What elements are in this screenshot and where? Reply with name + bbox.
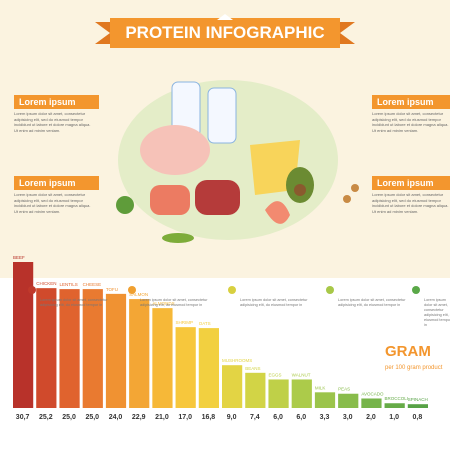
- broccoli: [116, 196, 134, 214]
- value-label: 30,7: [16, 414, 30, 421]
- chicken: [140, 125, 210, 175]
- category-label: PEAS: [338, 387, 350, 392]
- bar: [82, 289, 103, 408]
- value-label: 25,0: [85, 414, 99, 421]
- callout-heading: Lorem ipsum: [14, 176, 99, 190]
- bar: [105, 293, 127, 408]
- chart-subtitle: per 100 gram product: [385, 365, 443, 371]
- salmon: [150, 185, 190, 215]
- category-label: MILK: [315, 385, 326, 390]
- bar: [338, 393, 359, 408]
- value-label: 25,2: [39, 414, 53, 421]
- legend-dot: [28, 286, 36, 294]
- category-label: CHICKEN: [36, 281, 56, 286]
- category-label: BROCCOLI: [385, 396, 409, 401]
- milk-bottle: [207, 87, 237, 144]
- category-label: ALMONDS: [152, 301, 174, 306]
- category-label: BEEF: [13, 255, 25, 260]
- value-label: 21,0: [155, 414, 169, 421]
- callout-text: Lorem ipsum dolor sit amet, consectetur …: [14, 111, 91, 133]
- value-label: 22,9: [132, 414, 146, 421]
- bar: [152, 308, 173, 408]
- bar: [407, 404, 428, 408]
- bar: [384, 403, 405, 408]
- category-label: TOFU: [106, 287, 118, 292]
- almond: [343, 195, 351, 203]
- category-label: AVOCADO: [361, 391, 384, 396]
- bar: [13, 262, 34, 408]
- bar: [59, 289, 80, 408]
- category-label: EGGS: [268, 372, 281, 377]
- callout-text: Lorem ipsum dolor sit amet, consectetur …: [372, 111, 449, 133]
- note-text: Lorem ipsum dolor sit amet, consectetur …: [40, 298, 108, 307]
- bar-chart: GRAM per 100 gram product BEEF 30,7 CHICKEN 2…: [13, 255, 443, 421]
- category-label: WALNUT: [292, 372, 311, 377]
- category-label: SHRIMP: [176, 320, 194, 325]
- value-label: 3,0: [343, 414, 353, 421]
- chart-title: GRAM: [385, 343, 431, 360]
- steak: [195, 180, 240, 215]
- legend-dot: [412, 286, 420, 294]
- bar: [291, 379, 312, 408]
- value-label: 1,0: [389, 414, 399, 421]
- category-label: OATS: [199, 321, 211, 326]
- note-text: Lorem ipsum dolor sit amet, consectetur …: [240, 298, 308, 307]
- legend-dot: [128, 286, 136, 294]
- value-label: 24,0: [109, 414, 123, 421]
- legend-dot: [228, 286, 236, 294]
- callout-heading: Lorem ipsum: [372, 95, 450, 109]
- category-label: MUSHROOMS: [222, 358, 252, 363]
- value-label: 6,0: [296, 414, 306, 421]
- peas: [162, 233, 194, 243]
- bar: [175, 327, 196, 408]
- category-label: LENTILS: [59, 282, 77, 287]
- almond: [351, 184, 359, 192]
- bar: [361, 398, 382, 408]
- callout-text: Lorem ipsum dolor sit amet, consectetur …: [14, 192, 91, 214]
- bar: [245, 372, 266, 408]
- value-label: 25,0: [62, 414, 76, 421]
- value-label: 6,0: [273, 414, 283, 421]
- value-label: 0,8: [413, 414, 423, 421]
- bar: [129, 299, 150, 408]
- shrimp: [265, 201, 290, 224]
- bar: [36, 288, 57, 408]
- title: PROTEIN INFOGRAPHIC: [125, 23, 324, 42]
- bar: [314, 392, 336, 408]
- category-label: CHEESE: [83, 282, 102, 287]
- bar: [198, 328, 219, 408]
- callout-heading: Lorem ipsum: [14, 95, 99, 109]
- value-label: 3,3: [320, 414, 330, 421]
- value-label: 2,0: [366, 414, 376, 421]
- bar: [268, 379, 289, 408]
- bar: [222, 365, 243, 408]
- note-text: Lorem ipsum dolor sit amet, consectetur …: [140, 298, 208, 307]
- note-text: Lorem ipsum dolor sit amet, consectetur …: [424, 298, 450, 327]
- legend-dot: [326, 286, 334, 294]
- callout-heading: Lorem ipsum: [372, 176, 450, 190]
- category-label: SALMON: [129, 292, 148, 297]
- value-label: 17,0: [178, 414, 192, 421]
- callout-text: Lorem ipsum dolor sit amet, consectetur …: [372, 192, 449, 214]
- category-label: BEANS: [245, 366, 260, 371]
- value-label: 7,4: [250, 414, 260, 421]
- value-label: 16,8: [202, 414, 216, 421]
- ribbon: [110, 18, 340, 48]
- value-label: 9,0: [227, 414, 237, 421]
- note-text: Lorem ipsum dolor sit amet, consectetur …: [338, 298, 406, 307]
- category-label: SPINACH: [408, 397, 428, 402]
- ribbon-notch: [217, 14, 233, 20]
- avocado-pit: [294, 184, 306, 196]
